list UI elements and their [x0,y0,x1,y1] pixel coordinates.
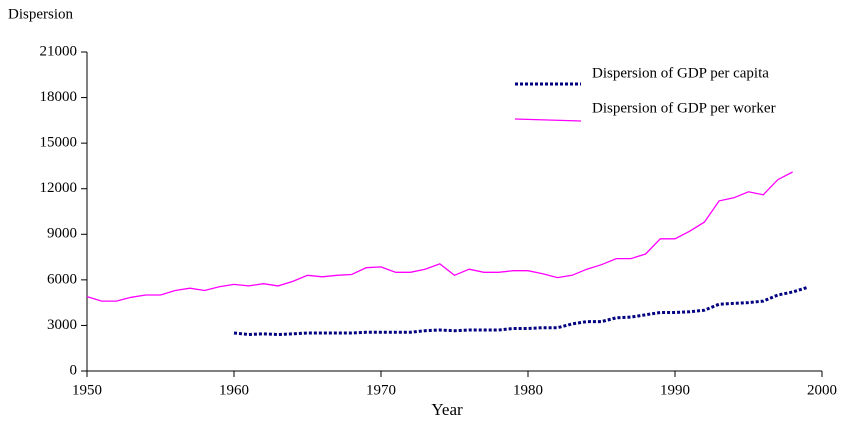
x-tick-label: 1980 [513,382,543,398]
y-tick-label: 9000 [47,226,77,242]
x-tick-label: 1990 [660,382,690,398]
y-tick-label: 6000 [47,271,77,287]
x-tick-label: 1970 [366,382,396,398]
x-tick-label: 1960 [219,382,249,398]
legend-label: Dispersion of GDP per worker [592,100,776,116]
legend-swatch [514,118,582,122]
data-line [233,286,808,337]
y-tick-label: 21000 [40,43,78,59]
legend-label: Dispersion of GDP per capita [592,65,769,81]
y-tick-label: 18000 [40,89,78,105]
x-tick-label: 2000 [807,382,837,398]
y-tick-label: 3000 [47,317,77,333]
x-tick-label: 1950 [72,382,102,398]
y-tick-label: 15000 [40,135,78,151]
y-tick-label: 0 [70,362,78,378]
y-axis-label: Dispersion [8,6,73,22]
y-tick-label: 12000 [40,180,78,196]
data-line [86,171,793,302]
x-axis-label: Year [431,400,463,419]
